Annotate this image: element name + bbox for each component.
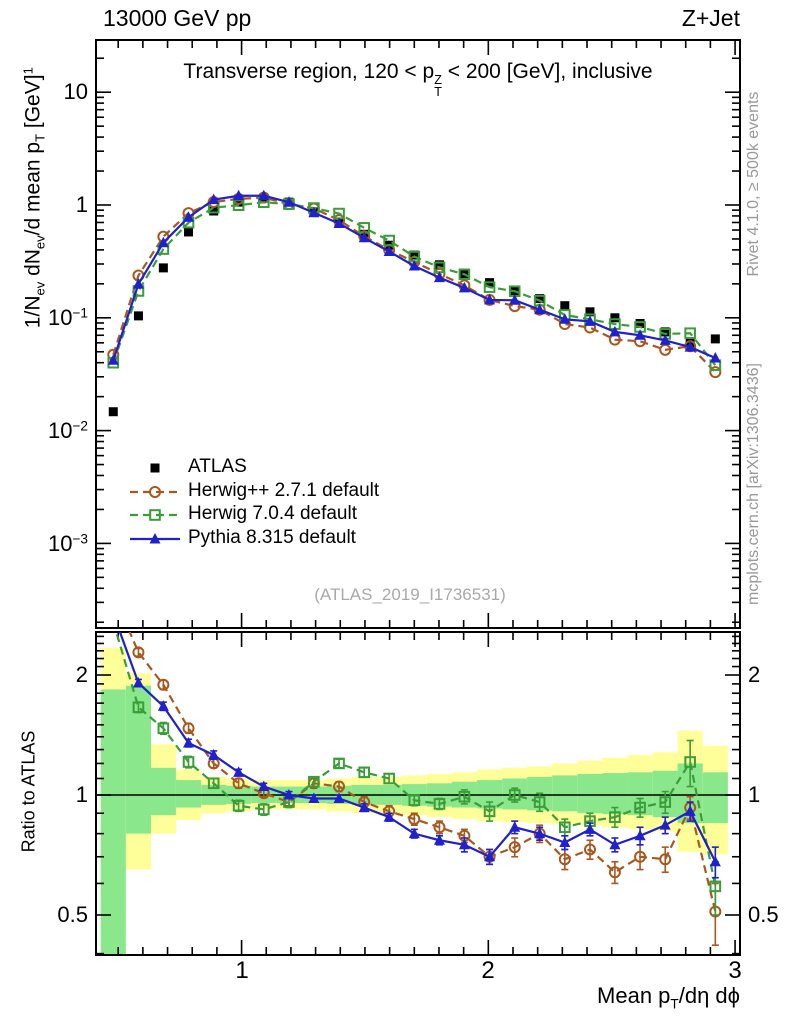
rivet-version-note: Rivet 4.1.0, ≥ 500k events	[745, 91, 762, 277]
xtick-2: 2	[481, 957, 495, 984]
legend-sample-2	[130, 509, 180, 521]
ytick-10: 10	[63, 79, 88, 104]
ytick-1e-2: 10−2	[47, 418, 88, 443]
ratio-series-1	[115, 632, 722, 916]
main-series-2	[107, 196, 722, 372]
xtick-1: 1	[235, 957, 249, 984]
xtick-3: 3	[728, 957, 742, 984]
ratio-tick-2-right: 2	[748, 662, 761, 687]
legend-label-herwig7: Herwig 7.0.4 default	[188, 503, 357, 524]
ratio-series-0	[128, 632, 722, 946]
ratio-panel-border	[95, 631, 741, 956]
ratio-tick-1-left: 1	[75, 782, 88, 807]
main-series-3	[107, 189, 721, 365]
main-panel-border	[95, 39, 741, 629]
legend-label-herwigpp: Herwig++ 2.7.1 default	[188, 480, 380, 501]
legend-label-pythia: Pythia 8.315 default	[188, 527, 356, 548]
ratio-tick-2-left: 2	[75, 662, 88, 687]
legend-sample-3	[130, 533, 180, 544]
main-series-1	[107, 191, 722, 379]
legend-sample-0	[150, 463, 160, 473]
legend-sample-1	[130, 486, 180, 498]
x-axis-label: Mean pT/dη dϕ	[597, 983, 740, 1012]
axis-ticks	[96, 40, 740, 955]
main-series-0	[108, 193, 720, 417]
ratio-tick-05-left: 0.5	[57, 902, 88, 927]
ytick-1: 1	[75, 192, 88, 217]
analysis-id-watermark: (ATLAS_2019_I1736531)	[314, 585, 506, 604]
header-beam-label: 13000 GeV pp	[103, 5, 252, 31]
header-process-label: Z+Jet	[681, 5, 740, 31]
ytick-1e-1: 10−1	[47, 305, 88, 330]
ratio-series-2	[118, 632, 721, 879]
ratio-tick-1-right: 1	[748, 782, 761, 807]
ratio-tick-05-right: 0.5	[748, 902, 779, 927]
ytick-1e-3: 10−3	[47, 531, 88, 556]
legend-label-atlas: ATLAS	[188, 456, 247, 477]
mcplots-arxiv-note: mcplots.cern.ch [arXiv:1306.3436]	[745, 363, 762, 605]
